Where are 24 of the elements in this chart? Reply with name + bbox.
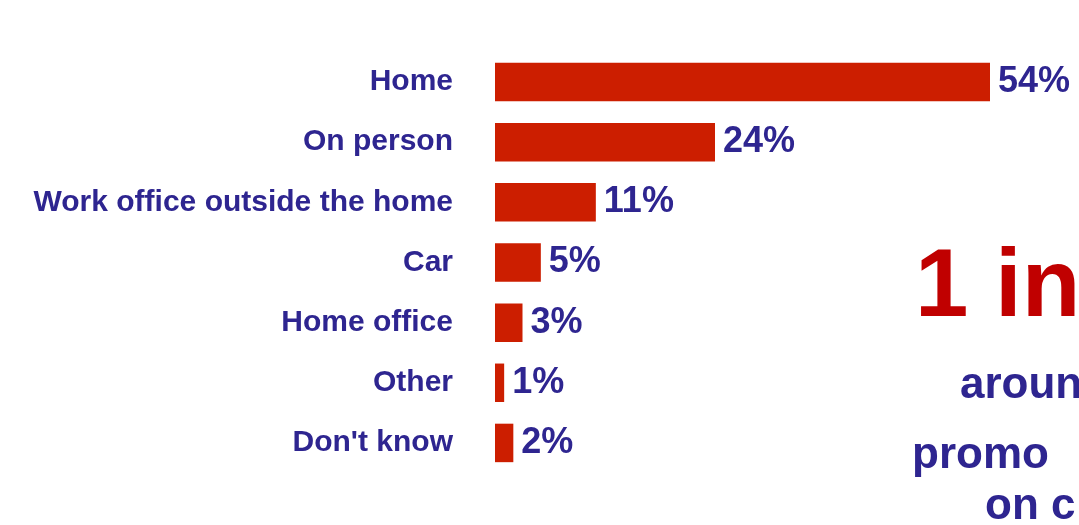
y-tick-label: Car: [402, 243, 454, 277]
y-tick-label: On person: [302, 123, 453, 157]
text: on c: [985, 479, 1076, 525]
bar: [495, 243, 541, 282]
data-label: 5%: [548, 239, 601, 281]
data-label: 2%: [521, 419, 574, 461]
annotation: 1 in: [915, 229, 1079, 336]
y-tick-label: Don't know: [292, 424, 454, 458]
annotation: promo: [912, 428, 1049, 477]
bar: [495, 303, 523, 342]
bar: [495, 423, 514, 463]
bar: [495, 363, 505, 403]
y-tick-label: Work office outside the home: [33, 183, 453, 217]
y-tick-label: Home office: [281, 303, 453, 337]
bar: [495, 122, 715, 162]
data-label: 11%: [603, 179, 674, 221]
data-label: 24%: [723, 119, 796, 161]
y-tick-label: Home: [369, 63, 453, 97]
data-label: 1%: [512, 359, 565, 401]
bar: [495, 62, 990, 102]
bar: [495, 183, 596, 222]
y-tick-label: Other: [372, 364, 454, 398]
data-label: 3%: [530, 299, 583, 341]
data-label: 54%: [998, 58, 1071, 100]
